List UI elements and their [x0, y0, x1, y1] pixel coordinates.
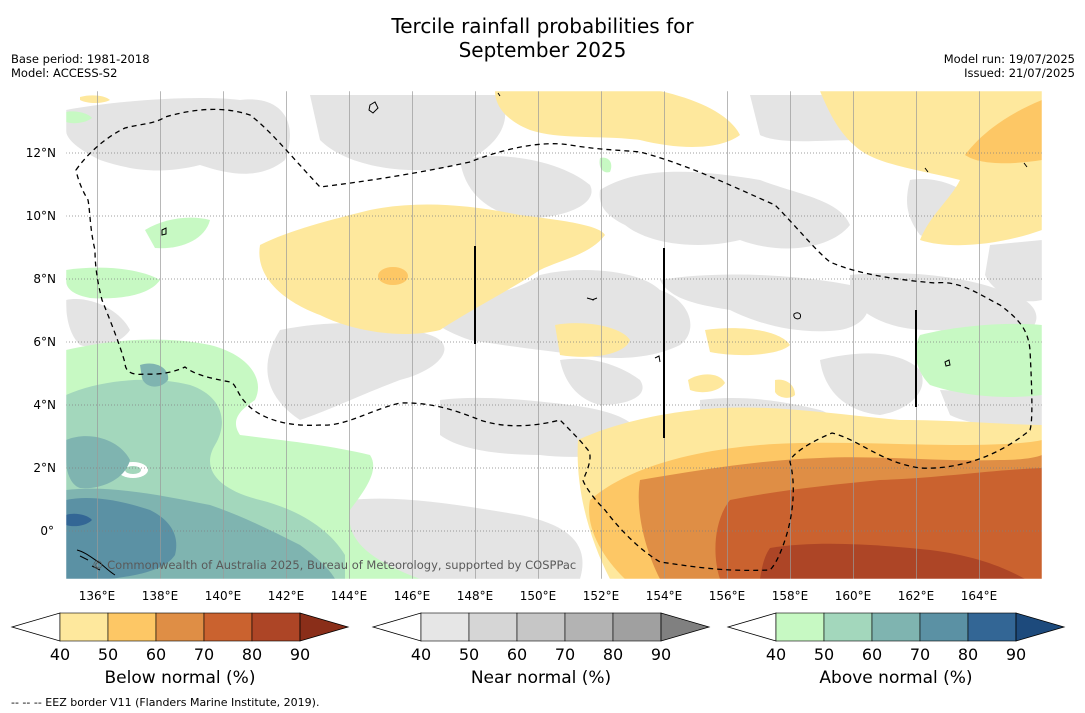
colorbar-segment — [919, 612, 969, 642]
colorbar-above: 40 50 60 70 80 90 — [726, 612, 1066, 664]
lat-label: 12°N — [26, 146, 56, 160]
issued-date: Issued: 21/07/2025 — [964, 66, 1075, 80]
colorbar-segment — [155, 612, 205, 642]
colorbar-segment — [203, 612, 253, 642]
colorbars: 40 50 60 70 80 90 40 50 60 70 80 90 40 50 60 70 80 90 — [10, 612, 1066, 664]
colorbar-extend-high — [1015, 612, 1066, 642]
colorbar-label-near: Near normal (%) — [470, 668, 612, 688]
colorbar-segment — [468, 612, 518, 642]
colorbar-tick-label: 50 — [98, 645, 118, 664]
colorbar-tick-label: 80 — [958, 645, 978, 664]
latitude-labels: 12°N 10°N 8°N 6°N 4°N 2°N 0° — [26, 146, 56, 538]
lon-label: 150°E — [520, 589, 557, 603]
colorbar-segment — [516, 612, 566, 642]
model-run: Model run: 19/07/2025 — [943, 52, 1075, 66]
lon-label: 144°E — [331, 589, 368, 603]
gridlines — [66, 91, 1042, 579]
map-frame — [65, 90, 1043, 580]
lon-label: 146°E — [394, 589, 431, 603]
vertical-markers — [474, 246, 917, 438]
colorbar-below: 40 50 60 70 80 90 — [10, 612, 350, 664]
islands — [76, 92, 1028, 576]
base-period: Base period: 1981-2018 — [11, 52, 150, 66]
meridians — [97, 91, 980, 579]
lat-label: 2°N — [33, 461, 56, 475]
colorbar-segment — [823, 612, 873, 642]
colorbar-tick-label: 40 — [411, 645, 431, 664]
colorbar-near: 40 50 60 70 80 90 — [371, 612, 711, 664]
lon-label: 152°E — [583, 589, 620, 603]
colorbar-tick-label: 60 — [507, 645, 527, 664]
lat-label: 8°N — [33, 272, 56, 286]
colorbar-segment — [564, 612, 614, 642]
lat-label: 0° — [40, 524, 54, 538]
eez-footnote: -- -- -- EEZ border V11 (Flanders Marine… — [11, 696, 320, 709]
colorbar-tick-label: 80 — [603, 645, 623, 664]
lon-label: 136°E — [79, 589, 116, 603]
lon-label: 148°E — [457, 589, 494, 603]
parallels — [66, 152, 1042, 532]
colorbar-tick-label: 70 — [555, 645, 575, 664]
colorbar-tick-label: 80 — [242, 645, 262, 664]
colorbar-segment — [612, 612, 662, 642]
below-normal-regions — [80, 91, 1042, 579]
lon-label: 160°E — [835, 589, 872, 603]
lon-label: 154°E — [646, 589, 683, 603]
lon-label: 158°E — [772, 589, 809, 603]
colorbar-segment — [871, 612, 921, 642]
colorbar-extend-low — [371, 612, 422, 642]
lon-label: 164°E — [961, 589, 998, 603]
lon-label: 156°E — [709, 589, 746, 603]
colorbar-tick-label: 50 — [459, 645, 479, 664]
model-name: Model: ACCESS-S2 — [11, 66, 118, 80]
colorbar-tick-label: 70 — [194, 645, 214, 664]
colorbar-tick-label: 90 — [651, 645, 671, 664]
lon-label: 138°E — [142, 589, 179, 603]
meta-right: Model run: 19/07/2025 Issued: 21/07/2025 — [944, 52, 1075, 80]
colorbar-tick-label: 40 — [766, 645, 786, 664]
meta-left: Base period: 1981-2018 Model: ACCESS-S2 — [11, 52, 150, 80]
lon-label: 162°E — [898, 589, 935, 603]
colorbar-tick-label: 60 — [862, 645, 882, 664]
colorbar-extend-high — [299, 612, 350, 642]
colorbar-segment — [107, 612, 157, 642]
colorbar-segment — [420, 612, 470, 642]
colorbar-segment — [251, 612, 301, 642]
above-normal-regions — [66, 111, 1042, 579]
colorbar-tick-label: 90 — [290, 645, 310, 664]
copyright-text: © Commonwealth of Australia 2025, Bureau… — [92, 558, 576, 572]
colorbar-segment — [59, 612, 109, 642]
map-title: Tercile rainfall probabilities for Septe… — [0, 14, 1085, 62]
colorbar-tick-label: 70 — [910, 645, 930, 664]
colorbar-segment — [967, 612, 1017, 642]
colorbar-tick-label: 60 — [146, 645, 166, 664]
colorbar-tick-label: 40 — [50, 645, 70, 664]
lat-label: 4°N — [33, 398, 56, 412]
lon-label: 142°E — [268, 589, 305, 603]
colorbar-tick-label: 90 — [1006, 645, 1026, 664]
lat-label: 10°N — [26, 209, 56, 223]
colorbar-extend-low — [10, 612, 61, 642]
lon-label: 140°E — [205, 589, 242, 603]
colorbar-label-above: Above normal (%) — [819, 668, 973, 688]
lat-label: 6°N — [33, 335, 56, 349]
title-line-2: September 2025 — [458, 38, 627, 62]
colorbar-label-below: Below normal (%) — [104, 668, 256, 688]
eez-border — [75, 108, 1033, 572]
colorbar-extend-low — [726, 612, 777, 642]
colorbar-segment — [775, 612, 825, 642]
longitude-labels: 136°E 138°E 140°E 142°E 144°E 146°E 148°… — [79, 589, 998, 603]
colorbar-extend-high — [660, 612, 711, 642]
colorbar-tick-label: 50 — [814, 645, 834, 664]
map-area: © Commonwealth of Australia 2025, Bureau… — [66, 91, 1042, 579]
title-line-1: Tercile rainfall probabilities for — [391, 14, 694, 38]
